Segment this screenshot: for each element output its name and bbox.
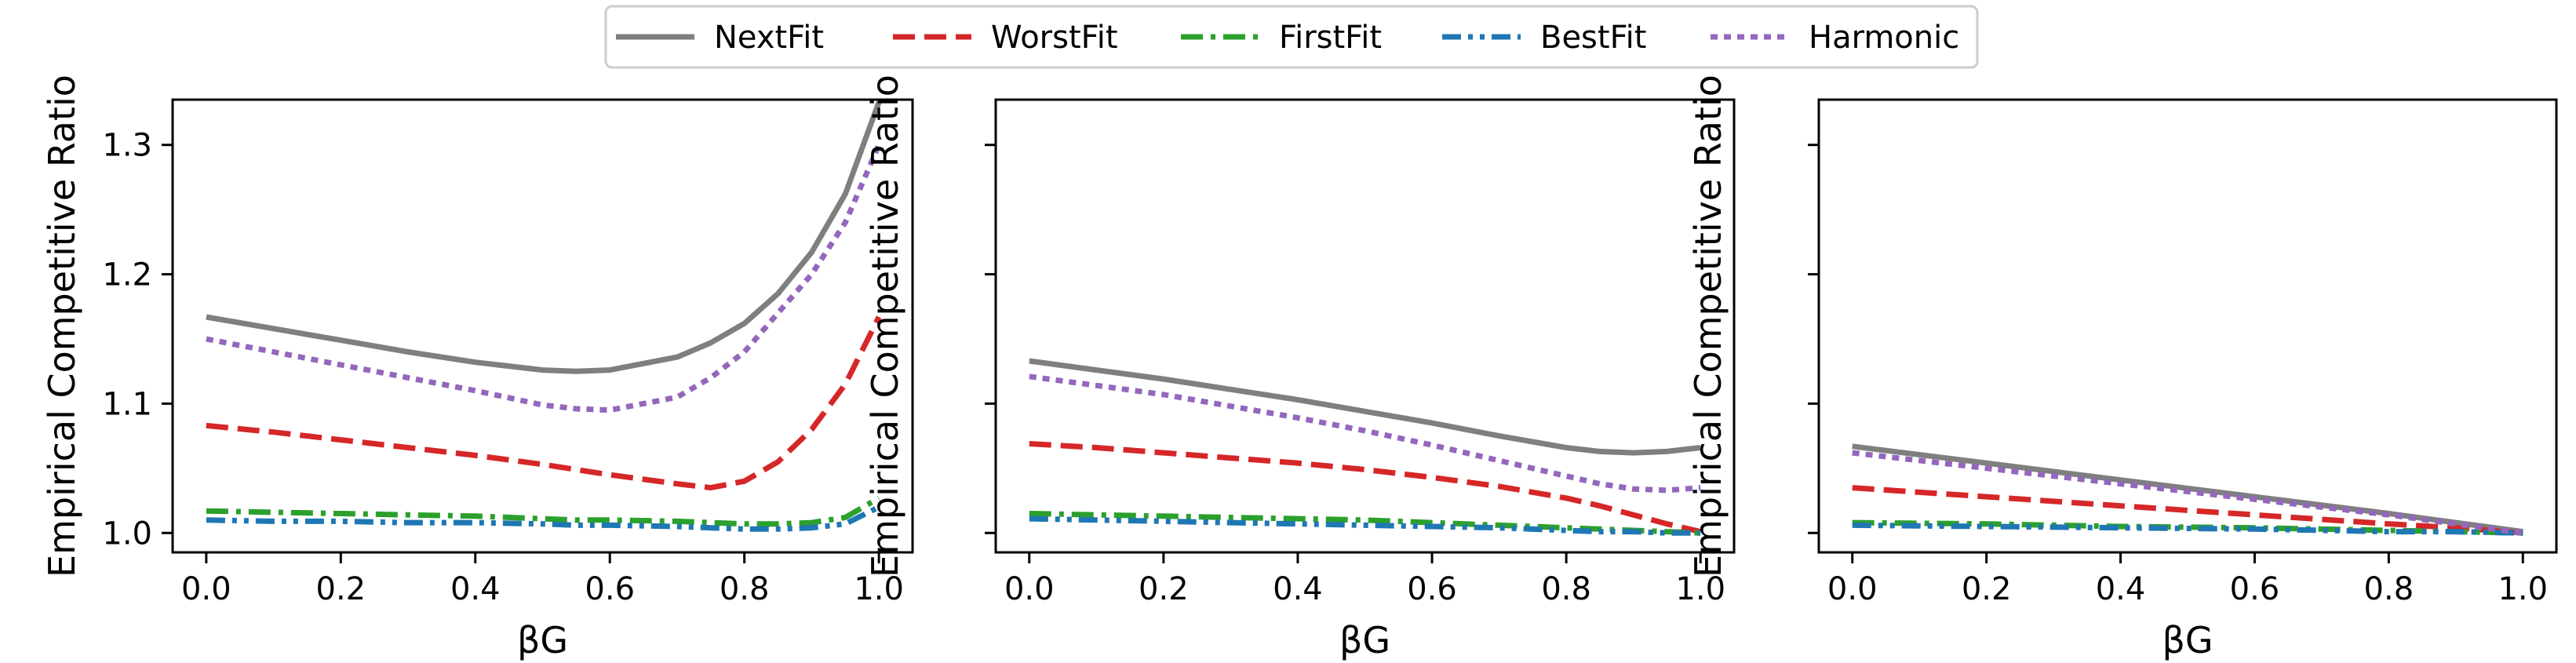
y-axis-label: Empirical Competitive Ratio	[41, 75, 83, 577]
y-tick-label: 1.3	[102, 128, 152, 164]
legend-label: FirstFit	[1279, 20, 1382, 56]
series-line-bestfit	[206, 505, 880, 532]
series-line-harmonic	[1852, 450, 2523, 536]
x-tick-label: 0.4	[2096, 571, 2146, 607]
chart-panel-1: 0.0 0.2 0.4 0.6 0.8 1.0 1.0 1.1 1.2 1.3 βG Empirica…	[41, 75, 914, 661]
series-group	[1852, 443, 2523, 536]
series-line-nextfit	[206, 101, 882, 374]
series-line-nextfit	[1029, 358, 1701, 456]
x-tick-label: 1.0	[854, 571, 904, 607]
x-tick-label: 0.4	[450, 571, 501, 607]
plot-frame	[994, 98, 1736, 554]
legend-entry-nextfit: NextFit	[616, 20, 824, 56]
x-tick-label: 0.6	[585, 571, 635, 607]
plot-frame	[1817, 98, 2558, 554]
y-axis-label: Empirical Competitive Ratio	[1687, 75, 1729, 577]
series-line-worstfit	[206, 315, 882, 491]
legend-entry-worstfit: WorstFit	[893, 20, 1118, 56]
x-tick-label: 0.6	[1407, 571, 1457, 607]
y-tick-label: 1.2	[102, 257, 152, 293]
series-line-worstfit	[1029, 441, 1701, 535]
x-tick-label: 0.0	[181, 571, 231, 607]
x-tick-label: 0.0	[1827, 571, 1878, 607]
x-tick-label: 0.8	[1541, 571, 1591, 607]
x-tick-label: 0.2	[1139, 571, 1189, 607]
legend-label: WorstFit	[991, 20, 1118, 56]
series-line-bestfit	[1852, 522, 2523, 536]
x-tick-label: 0.8	[2364, 571, 2414, 607]
x-axis-label: βG	[1339, 619, 1390, 661]
x-tick-label: 0.6	[2230, 571, 2280, 607]
y-tick-label: 1.0	[102, 515, 152, 552]
chart-panel-2: 0.0 0.2 0.4 0.6 0.8 1.0 βG Empirical Competitiv…	[864, 75, 1736, 661]
chart-panels: 0.0 0.2 0.4 0.6 0.8 1.0 1.0 1.1 1.2 1.3 βG Empirica…	[41, 75, 2558, 661]
x-tick-label: 0.0	[1004, 571, 1055, 607]
legend-entry-harmonic: Harmonic	[1711, 20, 1959, 56]
legend-entry-firstfit: FirstFit	[1181, 20, 1382, 56]
y-axis-label: Empirical Competitive Ratio	[864, 75, 906, 577]
x-axis-label: βG	[517, 619, 568, 661]
legend-entry-bestfit: BestFit	[1442, 20, 1646, 56]
series-line-bestfit	[1029, 515, 1701, 536]
x-tick-label: 0.2	[1962, 571, 2012, 607]
legend-label: NextFit	[714, 20, 824, 56]
x-tick-label: 0.4	[1273, 571, 1323, 607]
series-group	[1029, 358, 1701, 536]
y-tick-label: 1.1	[102, 386, 152, 422]
x-tick-label: 0.8	[720, 571, 770, 607]
x-tick-label: 1.0	[2498, 571, 2548, 607]
legend-label: Harmonic	[1809, 20, 1959, 56]
series-line-firstfit	[206, 495, 880, 527]
x-tick-label: 1.0	[1675, 571, 1725, 607]
series-line-harmonic	[1029, 373, 1701, 494]
chart-panel-3: 0.0 0.2 0.4 0.6 0.8 1.0 βG Empirical Competitiv…	[1687, 75, 2558, 661]
series-line-worstfit	[1852, 485, 2523, 536]
series-line-harmonic	[206, 144, 882, 413]
legend: NextFit WorstFit FirstFit BestFit Harmonic	[604, 5, 1979, 69]
series-group	[206, 101, 882, 532]
x-tick-label: 0.2	[316, 571, 366, 607]
legend-frame	[604, 5, 1979, 69]
legend-label: BestFit	[1540, 20, 1646, 56]
plot-frame	[171, 98, 914, 554]
x-axis-label: βG	[2162, 619, 2213, 661]
